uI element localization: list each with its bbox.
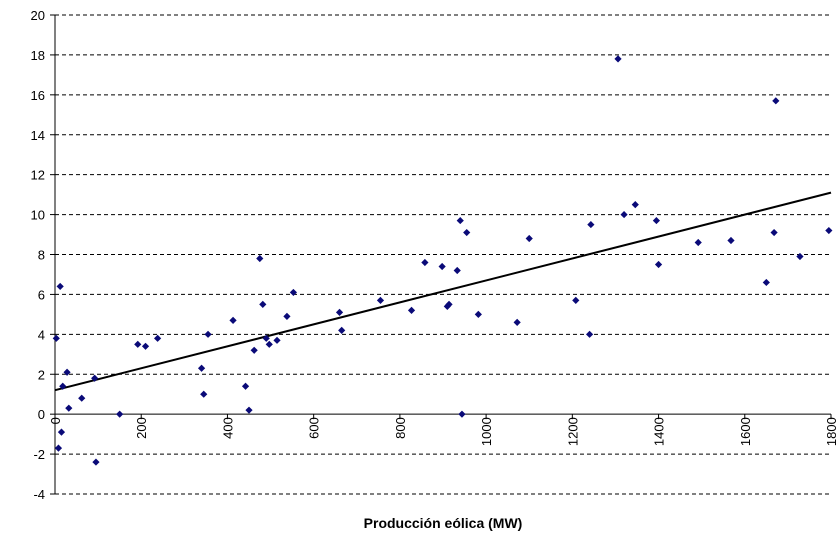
data-point [141,342,150,350]
data-point [762,278,770,287]
data-point [65,404,73,412]
data-point [407,306,416,314]
data-point [572,296,580,305]
data-point [456,216,464,225]
x-tick-label: 400 [220,417,235,439]
y-tick-label: 6 [38,287,45,302]
data-point [154,334,162,342]
y-tick-label: 2 [38,367,45,382]
x-tick-label: 600 [307,417,322,439]
gridlines [55,14,831,495]
data-point [78,394,86,402]
y-tick-label: 18 [31,48,45,63]
x-tick-label: 0 [48,417,63,424]
data-point [204,330,212,338]
data-point [631,201,639,209]
x-tick-label: 800 [393,417,408,439]
data-point [463,228,471,237]
data-point [453,266,461,275]
data-point [250,346,258,354]
data-point [620,210,628,219]
data-point [727,236,735,245]
y-tick-label: 14 [31,128,45,143]
x-tick-label: 1400 [652,417,667,446]
data-point [63,368,71,376]
data-point [57,428,66,436]
data-point [458,410,466,418]
data-point [796,252,804,261]
data-point [445,300,453,308]
data-point [245,406,253,414]
data-point [54,444,63,452]
data-point [265,340,273,348]
data-point [229,316,237,324]
data-point [525,234,533,243]
data-point [259,300,267,308]
y-tick-label: 16 [31,88,45,103]
y-tick-label: -2 [33,447,45,462]
trendline [54,191,832,392]
x-tick-label: 200 [134,417,149,439]
x-axis-title: Producción eólica (MW) [364,515,523,531]
data-point [200,390,208,398]
y-tick-label: 10 [31,208,45,223]
y-tick-label: 4 [38,327,45,342]
data-point [587,220,595,229]
data-point [283,312,291,320]
data-point [273,336,281,344]
data-point [335,308,344,316]
data-point [513,318,521,326]
data-point [289,288,298,297]
data-point [256,254,264,263]
data-point [825,226,833,235]
data-point [92,458,100,466]
data-point [770,228,778,237]
data-point [197,364,206,372]
x-tick-label: 1600 [738,417,753,446]
x-tick-label: 1800 [824,417,839,446]
y-tick-label: -4 [33,487,45,502]
data-point [772,97,780,105]
data-point [654,260,663,269]
trendline-layer [54,191,832,392]
data-point [694,238,702,247]
data-points [52,55,833,466]
data-point [585,330,594,338]
axes [50,14,832,495]
data-point [376,296,385,305]
y-tick-label: 8 [38,248,45,263]
x-tick-label: 1200 [565,417,580,446]
data-point [474,310,482,318]
data-point [614,55,622,63]
data-point [91,374,99,382]
data-point [134,340,142,348]
data-point [241,382,250,390]
data-point [116,410,124,418]
y-tick-label: 20 [31,8,45,23]
data-point [421,258,429,267]
data-point [52,334,60,342]
data-point [56,282,64,291]
y-tick-label: 12 [31,168,45,183]
x-tick-label: 1000 [479,417,494,446]
y-tick-label: 0 [38,407,45,422]
data-point [262,334,270,342]
data-point [338,326,346,334]
data-point [59,382,67,390]
data-point [438,262,446,271]
data-point [652,216,660,225]
